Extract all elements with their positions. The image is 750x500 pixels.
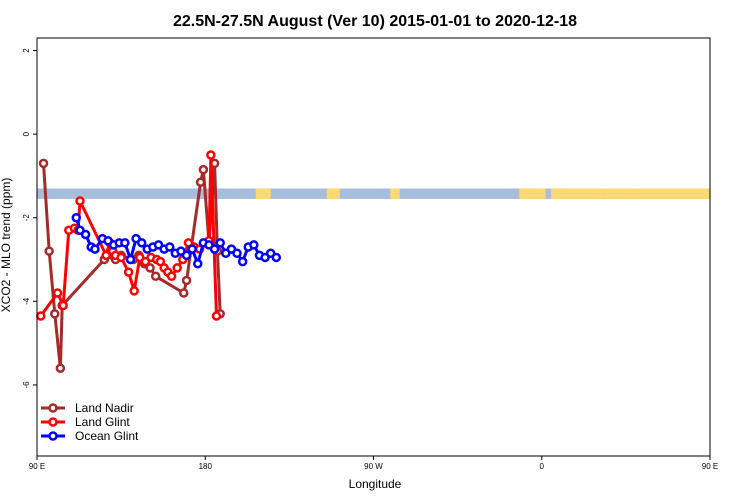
y-axis-label: XCO2 - MLO trend (ppm) (0, 178, 13, 313)
point-land-glint-0 (35, 311, 46, 321)
y-tick-label-2: -2 (22, 214, 31, 222)
y-tick-label-1: 0 (22, 131, 31, 136)
point-land-nadir-2 (50, 309, 60, 319)
point-land-nadir-1 (44, 246, 54, 256)
point-land-nadir-13 (145, 263, 155, 273)
point-land-glint-21 (166, 271, 177, 282)
point-land-glint-7 (101, 250, 111, 261)
strip-land-segment-6 (638, 188, 710, 199)
point-land-nadir-17 (195, 177, 206, 187)
point-ocean-glint-12 (136, 238, 147, 248)
point-ocean-glint-36 (271, 252, 282, 263)
point-ocean-glint-22 (193, 258, 203, 269)
x-tick-label-0: 90 E (29, 462, 45, 471)
x-axis-label: Longitude (349, 477, 402, 491)
point-ocean-glint-25 (209, 244, 220, 254)
point-land-glint-1 (52, 288, 63, 298)
strip-land-segment-1 (326, 188, 340, 199)
point-land-nadir-14 (150, 271, 161, 282)
x-tick-label-3: 0 (540, 462, 545, 471)
legend-marker-land-nadir (48, 403, 58, 413)
point-ocean-glint-0 (71, 212, 82, 223)
x-tick-label-4: 90 E (702, 462, 718, 471)
point-ocean-glint-21 (187, 244, 197, 254)
point-land-nadir-16 (181, 275, 192, 286)
y-tick-label-4: -6 (22, 381, 31, 389)
legend-marker-ocean-glint (48, 431, 58, 441)
point-ocean-glint-20 (181, 250, 192, 261)
point-ocean-glint-17 (164, 242, 175, 252)
point-land-glint-6 (75, 196, 85, 206)
point-land-glint-29 (206, 150, 216, 160)
legend-label-land-glint: Land Glint (75, 415, 130, 429)
strip-land-segment-3 (519, 188, 546, 199)
point-ocean-glint-10 (125, 254, 136, 265)
legend: Land Nadir Land Glint Ocean Glint (41, 401, 139, 443)
strip-land-segment-4 (551, 188, 604, 199)
strip-land-segment-2 (390, 188, 400, 199)
point-ocean-glint-9 (120, 238, 130, 248)
land-ocean-strip (37, 188, 710, 199)
x-tick-label-2: 90 W (364, 462, 383, 471)
point-land-glint-12 (123, 267, 134, 277)
y-tick-label-0: 2 (22, 48, 31, 53)
point-land-glint-13 (129, 286, 139, 296)
point-ocean-glint-2 (80, 229, 91, 240)
strip-ocean (37, 188, 710, 199)
point-ocean-glint-30 (237, 256, 248, 267)
point-land-nadir-15 (179, 288, 189, 298)
series-line-land-glint (39, 153, 218, 317)
tick-layer: 90 E 180 90 W 0 90 E 2 0 -2 -4 -6 (22, 48, 718, 471)
point-land-glint-2 (58, 300, 68, 311)
point-land-nadir-3 (55, 363, 66, 373)
strip-land-segment-0 (255, 188, 271, 199)
point-land-glint-22 (172, 263, 182, 273)
plot-border (36, 37, 711, 457)
legend-label-land-nadir: Land Nadir (75, 401, 134, 415)
series-layer (35, 150, 282, 373)
y-tick-label-3: -4 (22, 297, 31, 305)
point-land-glint-11 (116, 252, 126, 263)
point-land-nadir-18 (198, 164, 209, 175)
point-ocean-glint-4 (90, 244, 100, 254)
point-ocean-glint-32 (249, 240, 259, 250)
legend-label-ocean-glint: Ocean Glint (75, 429, 139, 443)
strip-land-segment-5 (603, 188, 639, 199)
point-ocean-glint-26 (215, 238, 225, 248)
chart-title: 22.5N-27.5N August (Ver 10) 2015-01-01 t… (173, 13, 577, 30)
point-land-nadir-0 (38, 158, 49, 169)
legend-marker-land-glint (48, 417, 58, 427)
x-tick-label-1: 180 (199, 462, 213, 471)
point-ocean-glint-29 (232, 248, 242, 259)
point-land-glint-30 (211, 311, 222, 321)
